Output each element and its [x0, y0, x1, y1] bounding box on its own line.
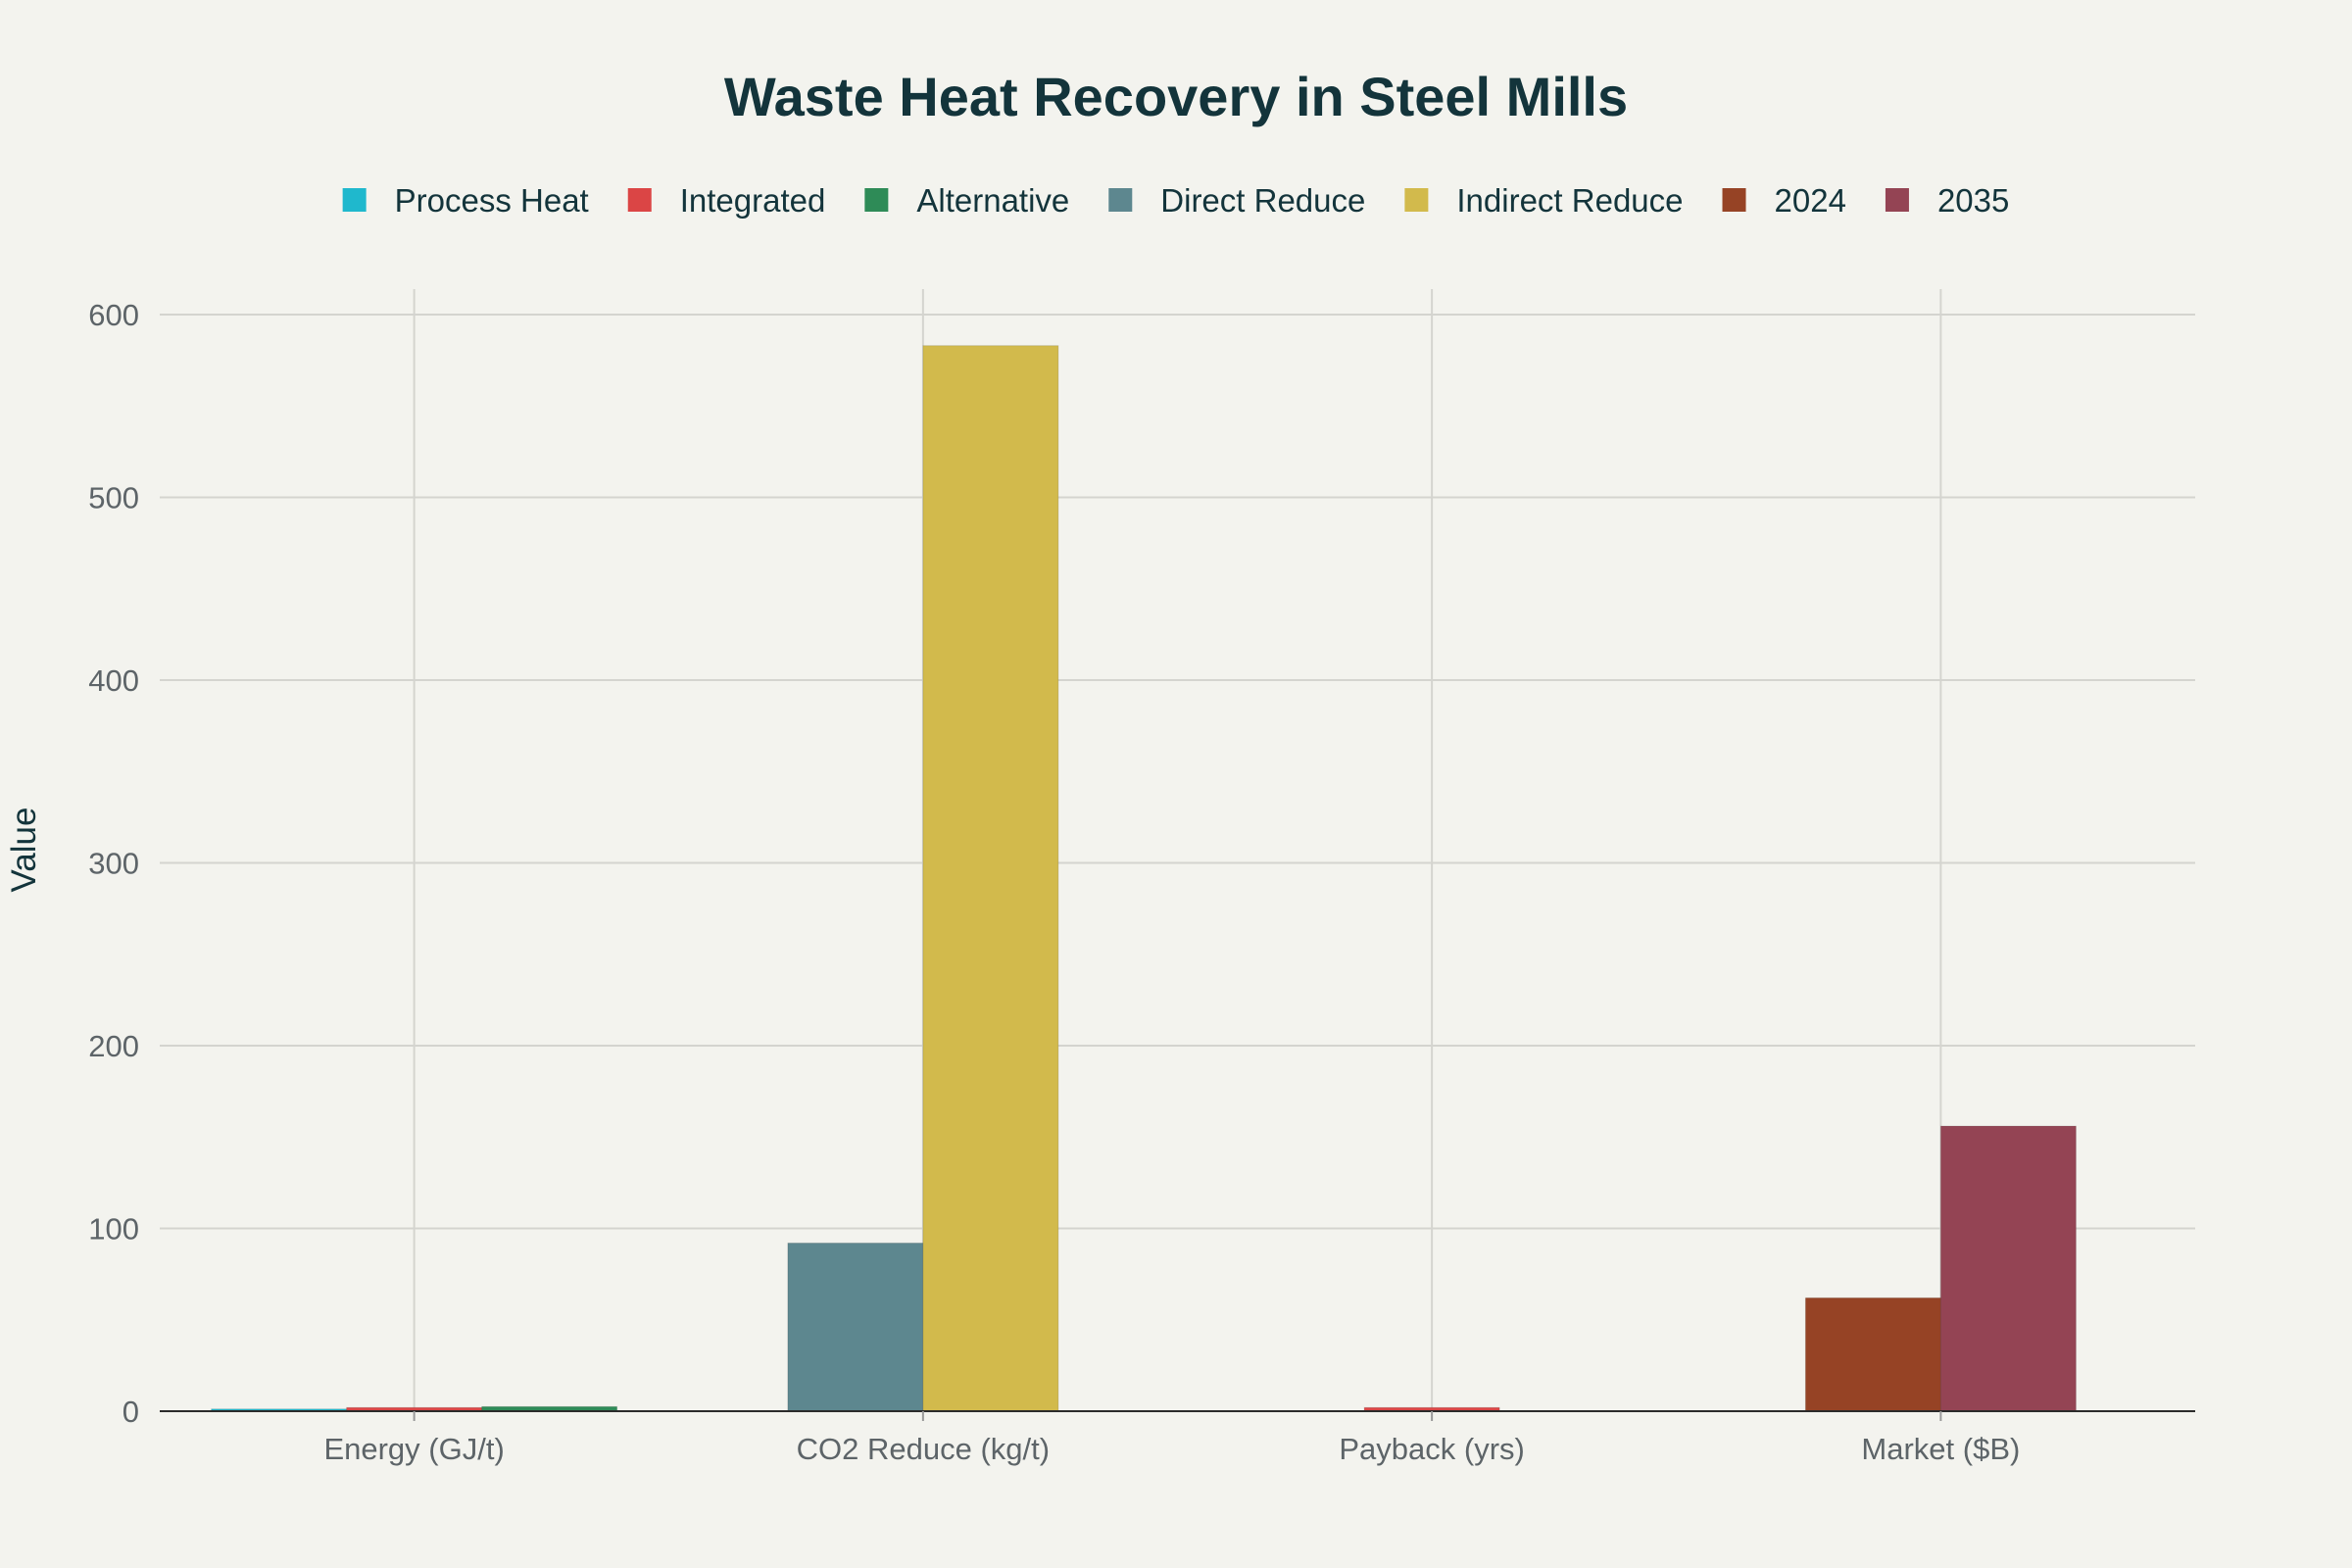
- chart-title: Waste Heat Recovery in Steel Mills: [724, 66, 1628, 127]
- y-tick-label: 500: [88, 481, 139, 515]
- legend-item[interactable]: Integrated: [627, 182, 826, 219]
- legend-item[interactable]: Process Heat: [342, 182, 589, 219]
- y-tick-label: 600: [88, 298, 139, 332]
- y-tick-label: 300: [88, 847, 139, 881]
- legend: Process Heat Integrated Alternative Direct …: [342, 182, 2009, 219]
- legend-swatch: [864, 188, 889, 212]
- gridlines: [160, 289, 2195, 1411]
- bars: [211, 345, 2077, 1412]
- legend-label: 2024: [1775, 182, 1846, 219]
- x-tick-label: CO2 Reduce (kg/t): [797, 1432, 1050, 1466]
- legend-swatch: [342, 188, 367, 212]
- y-tick-label: 400: [88, 663, 139, 698]
- legend-label: Integrated: [680, 182, 826, 219]
- x-tick-label: Payback (yrs): [1339, 1432, 1524, 1466]
- x-axis: Energy (GJ/t) CO2 Reduce (kg/t) Payback (y…: [160, 1410, 2195, 1466]
- y-tick-label: 100: [88, 1212, 139, 1247]
- legend-label: Direct Reduce: [1160, 182, 1365, 219]
- legend-swatch: [1404, 188, 1429, 212]
- legend-label: Alternative: [916, 182, 1069, 219]
- bar-2035-3: [1939, 1125, 2077, 1412]
- x-tick-label: Market ($B): [1861, 1432, 2020, 1466]
- legend-item[interactable]: 2024: [1722, 182, 1846, 219]
- legend-item[interactable]: Direct Reduce: [1108, 182, 1365, 219]
- bar-direct-reduce-1: [787, 1242, 924, 1412]
- legend-swatch: [1885, 188, 1909, 212]
- x-tick-label: Energy (GJ/t): [323, 1432, 504, 1466]
- legend-label: 2035: [1937, 182, 2009, 219]
- y-tick-label: 0: [122, 1395, 139, 1429]
- legend-item[interactable]: 2035: [1885, 182, 2009, 219]
- y-axis: 0 100 200 300 400 500 600: [88, 298, 139, 1429]
- legend-swatch: [1108, 188, 1133, 212]
- bar-indirect-reduce-1: [922, 345, 1059, 1412]
- legend-label: Indirect Reduce: [1456, 182, 1683, 219]
- legend-item[interactable]: Alternative: [864, 182, 1069, 219]
- legend-label: Process Heat: [395, 182, 589, 219]
- legend-swatch: [627, 188, 652, 212]
- y-tick-label: 200: [88, 1029, 139, 1063]
- legend-item[interactable]: Indirect Reduce: [1404, 182, 1684, 219]
- bar-2024-3: [1804, 1297, 1941, 1412]
- y-axis-title: Value: [5, 808, 43, 893]
- legend-swatch: [1722, 188, 1746, 212]
